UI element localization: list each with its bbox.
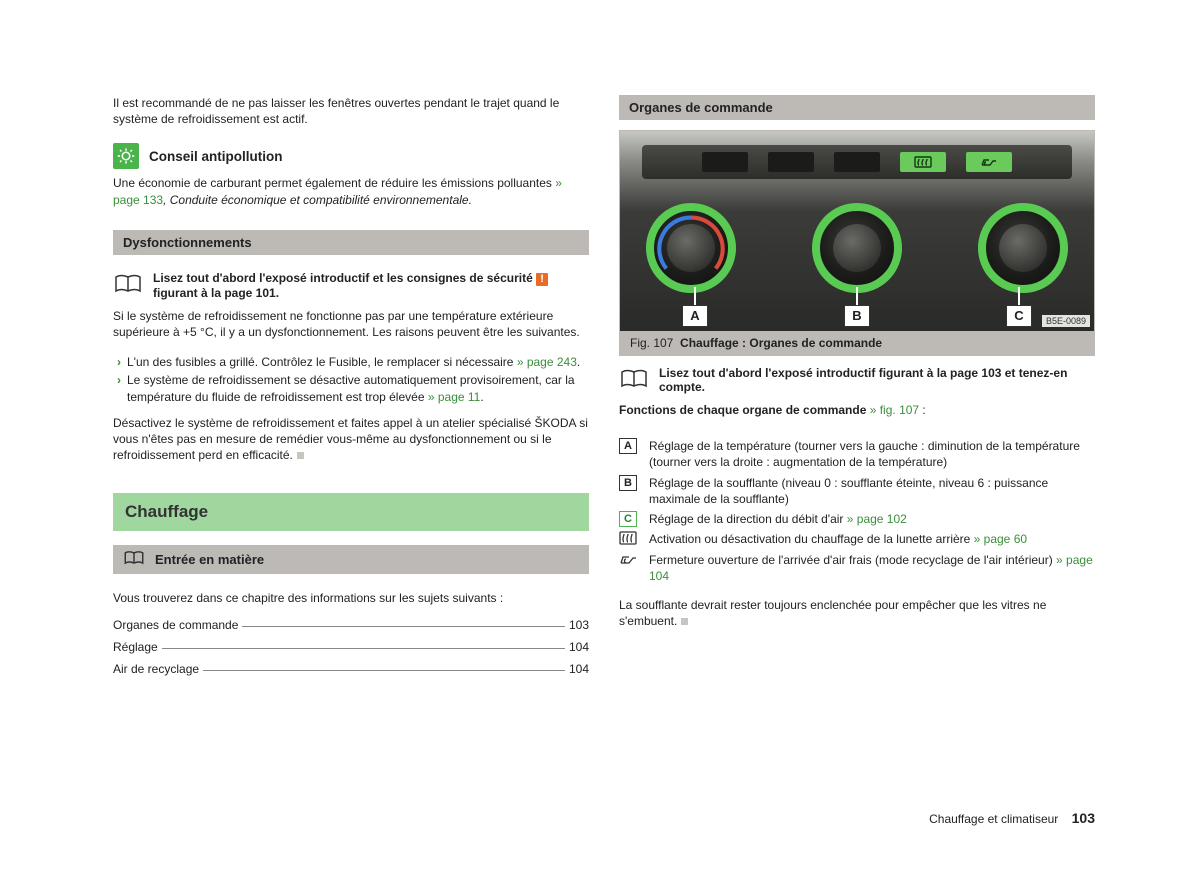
rear-window-page-link[interactable]: » page 60 <box>974 532 1027 546</box>
figure-107: A B C B5E-0089 Fig. 107 Chauffage : Orga… <box>619 130 1095 356</box>
recirculation-icon <box>619 552 637 584</box>
control-rear-defrost: Activation ou désactivation du chauffage… <box>619 531 1095 548</box>
figure-caption: Fig. 107 Chauffage : Organes de commande <box>620 331 1094 355</box>
entry-heading: Entrée en matière <box>113 545 589 574</box>
toc-row-recyclage[interactable]: Air de recyclage 104 <box>113 662 589 676</box>
toc-intro: Vous trouverez dans ce chapitre des info… <box>113 590 589 606</box>
eco-tip-text: Une économie de carburant permet égaleme… <box>113 175 589 207</box>
figure-ref-code: B5E-0089 <box>1042 315 1090 327</box>
toc-row-reglage[interactable]: Réglage 104 <box>113 640 589 654</box>
dysfunction-reason-2: › Le système de refroidissement se désac… <box>117 372 589 404</box>
rear-defrost-button <box>900 152 946 172</box>
intro-note-text: Lisez tout d'abord l'exposé introductif … <box>659 366 1095 394</box>
callout-a: A <box>682 305 708 327</box>
book-icon <box>619 366 649 394</box>
book-icon <box>113 271 143 300</box>
key-a: A <box>619 438 637 454</box>
button-strip <box>642 145 1072 179</box>
panel-button <box>768 152 814 172</box>
airflow-direction-dial <box>978 203 1068 293</box>
eco-tip-title: Conseil antipollution <box>149 149 283 164</box>
page-footer: Chauffage et climatiseur 103 <box>929 810 1095 826</box>
eco-text-a: Une économie de carburant permet égaleme… <box>113 176 555 190</box>
control-recirculation: Fermeture ouverture de l'arrivée d'air f… <box>619 552 1095 584</box>
intro-paragraph: Il est recommandé de ne pas laisser les … <box>113 95 589 127</box>
end-square-icon <box>297 452 304 459</box>
warning-badge-icon: ! <box>536 273 548 286</box>
eco-leaf-icon <box>113 143 139 169</box>
footer-page-number: 103 <box>1072 810 1095 826</box>
dysfunction-heading: Dysfonctionnements <box>113 230 589 255</box>
dysfunction-reasons-list: › L'un des fusibles a grillé. Contrôlez … <box>113 352 589 407</box>
rear-defrost-icon <box>619 531 637 548</box>
airflow-page-link[interactable]: » page 102 <box>847 512 907 526</box>
safety-note-text: Lisez tout d'abord l'exposé introductif … <box>153 271 589 300</box>
end-square-icon <box>681 618 688 625</box>
panel-button <box>834 152 880 172</box>
control-c: C Réglage de la direction du débit d'air… <box>619 511 1095 527</box>
chevron-icon: › <box>117 372 121 404</box>
organes-heading: Organes de commande <box>619 95 1095 120</box>
control-a: A Réglage de la température (tourner ver… <box>619 438 1095 470</box>
coolant-page-link[interactable]: » page 11 <box>428 390 481 404</box>
hvac-control-photo: A B C B5E-0089 <box>620 131 1094 331</box>
toc-row-organes[interactable]: Organes de commande 103 <box>113 618 589 632</box>
functions-intro: Fonctions de chaque organe de commande »… <box>619 402 1095 418</box>
fuse-page-link[interactable]: » page 243 <box>517 355 577 369</box>
control-descriptions: A Réglage de la température (tourner ver… <box>619 434 1095 588</box>
key-c: C <box>619 511 637 527</box>
closing-note: La soufflante devrait rester toujours en… <box>619 597 1095 629</box>
chevron-icon: › <box>117 354 121 370</box>
callout-b: B <box>844 305 870 327</box>
panel-button <box>702 152 748 172</box>
callout-c: C <box>1006 305 1032 327</box>
right-column: Organes de commande <box>619 95 1095 826</box>
temperature-dial <box>646 203 736 293</box>
footer-section: Chauffage et climatiseur <box>929 812 1058 826</box>
key-b: B <box>619 475 637 491</box>
fig-107-link[interactable]: » fig. 107 <box>870 403 919 417</box>
book-icon <box>123 550 145 569</box>
safety-note-row: Lisez tout d'abord l'exposé introductif … <box>113 271 589 300</box>
control-b: B Réglage de la soufflante (niveau 0 : s… <box>619 475 1095 507</box>
fan-speed-dial <box>812 203 902 293</box>
dysfunction-reason-1: › L'un des fusibles a grillé. Contrôlez … <box>117 354 589 370</box>
dysfunction-intro: Si le système de refroidissement ne fonc… <box>113 308 589 340</box>
dysfunction-closing: Désactivez le système de refroidissement… <box>113 415 589 464</box>
intro-note-row: Lisez tout d'abord l'exposé introductif … <box>619 366 1095 394</box>
recirculation-button <box>966 152 1012 172</box>
eco-tip-row: Conseil antipollution <box>113 143 589 169</box>
left-column: Il est recommandé de ne pas laisser les … <box>113 95 589 826</box>
section-heading-chauffage: Chauffage <box>113 493 589 531</box>
eco-text-b: , Conduite économique et compatibilité e… <box>163 193 472 207</box>
